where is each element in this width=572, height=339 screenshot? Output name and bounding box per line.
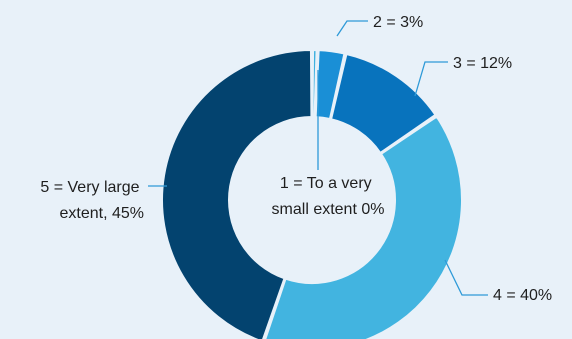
slice-4: [264, 115, 463, 339]
slice-2: [314, 49, 346, 121]
leader-line-4: [444, 259, 488, 296]
slice-label-3-line-1: 3 = 12%: [453, 55, 512, 72]
slice-label-2-line-1: 2 = 3%: [373, 14, 423, 31]
slice-label-2: 2 = 3%: [373, 14, 423, 31]
slice-1: [311, 48, 318, 119]
slice-label-5-line-1: 5 = Very large: [40, 179, 139, 196]
slice-5: [161, 48, 313, 339]
slice-label-1-line-1: 1 = To a very: [280, 175, 372, 192]
slice-label-1: 1 = To a very small extent 0%: [272, 175, 385, 218]
donut-slices: [161, 48, 463, 339]
slice-label-5-line-2: extent, 45%: [60, 205, 145, 222]
leader-lines: [148, 20, 488, 296]
slice-label-4-line-1: 4 = 40%: [493, 287, 552, 304]
slice-label-3: 3 = 12%: [453, 55, 512, 72]
leader-line-3: [414, 61, 448, 97]
leader-line-2: [336, 20, 368, 37]
slice-3: [329, 52, 437, 155]
slice-label-4: 4 = 40%: [493, 287, 552, 304]
slice-label-5: 5 = Very large extent, 45%: [40, 179, 144, 222]
slice-label-1-line-2: small extent 0%: [272, 201, 385, 218]
